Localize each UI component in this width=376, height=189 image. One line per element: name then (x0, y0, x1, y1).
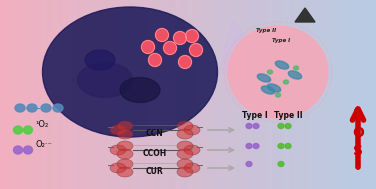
Ellipse shape (285, 143, 291, 149)
Text: O₂·⁻: O₂·⁻ (35, 140, 52, 149)
Text: CCN: CCN (146, 129, 164, 138)
Ellipse shape (246, 123, 252, 129)
Text: Type II: Type II (256, 28, 276, 33)
Ellipse shape (228, 26, 328, 118)
Text: Type I: Type I (272, 38, 290, 43)
Ellipse shape (117, 141, 133, 151)
Ellipse shape (177, 129, 193, 139)
Ellipse shape (41, 104, 51, 112)
Ellipse shape (53, 104, 63, 112)
Ellipse shape (267, 84, 281, 92)
Ellipse shape (173, 32, 186, 44)
Ellipse shape (284, 80, 288, 84)
Ellipse shape (120, 77, 160, 102)
Ellipse shape (285, 123, 291, 129)
Ellipse shape (156, 29, 168, 42)
Ellipse shape (110, 163, 126, 173)
Ellipse shape (141, 40, 155, 53)
Ellipse shape (184, 125, 200, 135)
Text: S: S (353, 144, 363, 158)
Ellipse shape (179, 56, 191, 68)
Ellipse shape (185, 29, 199, 43)
Ellipse shape (253, 123, 259, 129)
Ellipse shape (14, 146, 23, 154)
Ellipse shape (177, 141, 193, 151)
Ellipse shape (278, 143, 284, 149)
Text: CUR: CUR (146, 167, 164, 176)
Ellipse shape (257, 74, 271, 82)
Ellipse shape (246, 161, 252, 167)
Ellipse shape (14, 126, 23, 134)
Polygon shape (220, 20, 310, 90)
Ellipse shape (77, 63, 132, 98)
Ellipse shape (177, 159, 193, 169)
Ellipse shape (177, 149, 193, 159)
Ellipse shape (278, 161, 284, 167)
Ellipse shape (177, 121, 193, 131)
Text: Type II: Type II (274, 111, 302, 120)
Ellipse shape (110, 125, 126, 135)
Ellipse shape (117, 149, 133, 159)
Ellipse shape (164, 42, 176, 54)
Ellipse shape (42, 7, 217, 137)
Ellipse shape (117, 121, 133, 131)
Ellipse shape (184, 145, 200, 155)
Text: ¹O₂: ¹O₂ (35, 120, 48, 129)
Ellipse shape (184, 163, 200, 173)
Ellipse shape (15, 104, 25, 112)
Text: CCOH: CCOH (143, 149, 167, 158)
Ellipse shape (278, 123, 284, 129)
Ellipse shape (117, 129, 133, 139)
Ellipse shape (294, 66, 299, 70)
Ellipse shape (253, 143, 259, 149)
Ellipse shape (110, 145, 126, 155)
Ellipse shape (177, 167, 193, 177)
Text: R: R (353, 108, 363, 122)
Ellipse shape (23, 146, 32, 154)
Ellipse shape (267, 70, 273, 74)
Ellipse shape (117, 167, 133, 177)
Ellipse shape (190, 43, 203, 57)
Ellipse shape (149, 53, 162, 67)
Ellipse shape (275, 61, 289, 69)
Text: O: O (352, 126, 364, 140)
Ellipse shape (288, 71, 302, 79)
Ellipse shape (85, 50, 115, 70)
Ellipse shape (246, 143, 252, 149)
Ellipse shape (117, 159, 133, 169)
Ellipse shape (27, 104, 37, 112)
Text: Type I: Type I (242, 111, 268, 120)
Ellipse shape (23, 126, 32, 134)
Ellipse shape (276, 93, 280, 97)
Polygon shape (295, 8, 315, 22)
Ellipse shape (261, 86, 275, 94)
